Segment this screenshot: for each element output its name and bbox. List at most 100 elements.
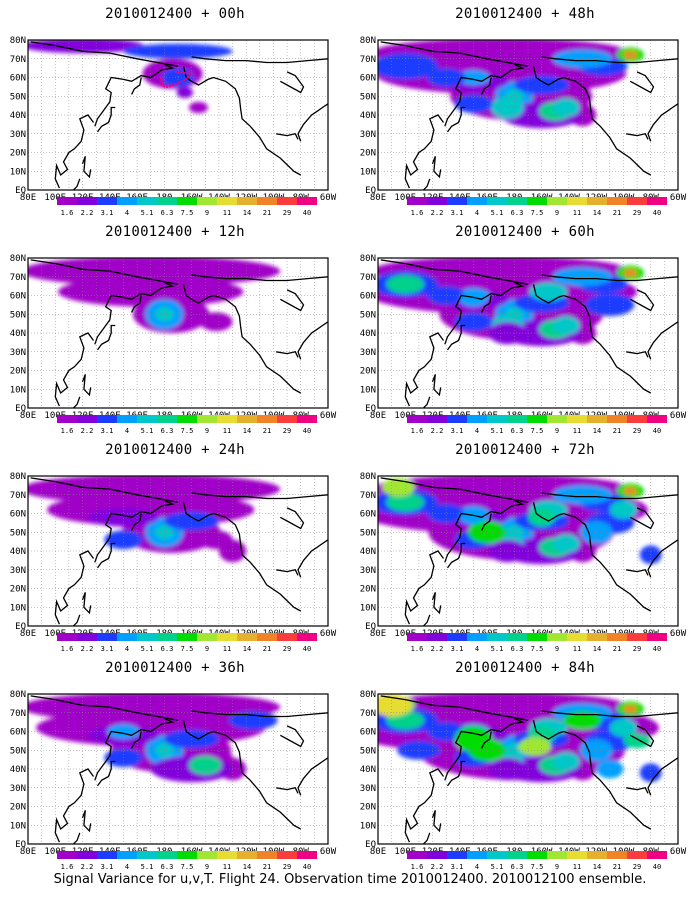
colorbar-swatch xyxy=(547,633,567,641)
colorbar-label: 14 xyxy=(593,427,601,435)
lat-tick-label: 80N xyxy=(10,472,26,482)
variance-contour xyxy=(468,521,507,544)
variance-contour xyxy=(579,739,613,762)
coastline xyxy=(380,695,529,721)
colorbar-swatch xyxy=(197,197,217,205)
variance-contour xyxy=(518,737,552,756)
coastline xyxy=(481,731,492,749)
colorbar-label: 6.3 xyxy=(161,209,174,217)
coastline xyxy=(54,114,95,189)
colorbar-swatch xyxy=(547,197,567,205)
colorbar-label: 3.1 xyxy=(451,863,464,871)
coastline xyxy=(532,720,652,830)
variance-contour xyxy=(427,286,466,305)
variance-contour xyxy=(427,68,466,87)
lon-tick-label: 80E xyxy=(370,629,386,639)
lon-tick-label: 80E xyxy=(20,629,36,639)
colorbar-swatch xyxy=(447,197,467,205)
plot-frame xyxy=(377,475,679,627)
lat-tick-label: EQ xyxy=(15,404,26,414)
colorbar-label: 21 xyxy=(613,645,621,653)
colorbar-label: 40 xyxy=(653,209,661,217)
lon-tick-label: 100E xyxy=(44,193,66,203)
coastline xyxy=(191,56,328,64)
variance-map: 80N70N60N50N40N30N20N10NEQ80E100E120E140… xyxy=(360,36,687,217)
colorbar-swatch xyxy=(297,633,317,641)
colorbar-swatch xyxy=(277,633,297,641)
lat-tick-label: 80N xyxy=(360,36,376,46)
colorbar-swatch xyxy=(97,633,117,641)
colorbar-label: 3.1 xyxy=(101,427,114,435)
colorbar-swatch xyxy=(237,633,257,641)
colorbar-label: 5.1 xyxy=(491,645,504,653)
colorbar-swatch xyxy=(57,415,77,423)
coastline xyxy=(647,539,678,578)
coastline xyxy=(532,284,652,394)
coastline xyxy=(182,66,302,176)
lat-tick-label: 30N xyxy=(360,130,376,140)
colorbar-swatch xyxy=(277,415,297,423)
coastline xyxy=(81,810,92,833)
coastline xyxy=(276,569,299,576)
lon-tick-label: 100E xyxy=(394,411,416,421)
coastline xyxy=(94,63,175,127)
lat-tick-label: 30N xyxy=(10,784,26,794)
lat-tick-label: 60N xyxy=(360,728,376,738)
lon-tick-label: 60W xyxy=(320,847,337,857)
coastline xyxy=(431,156,442,179)
coastline xyxy=(629,289,655,312)
coastline xyxy=(647,103,678,142)
colorbar-label: 40 xyxy=(653,645,661,653)
lat-tick-label: 10N xyxy=(10,385,26,395)
coastline xyxy=(94,717,175,781)
colorbar-swatch xyxy=(77,197,97,205)
lon-tick-label: 100E xyxy=(394,847,416,857)
colorbar-label: 9 xyxy=(555,863,559,871)
colorbar-swatch xyxy=(647,415,667,423)
coastlines xyxy=(380,41,678,190)
colorbar-label: 21 xyxy=(263,209,271,217)
colorbar-swatch xyxy=(547,851,567,859)
colorbar-label: 1.6 xyxy=(61,209,74,217)
coastline xyxy=(446,324,466,351)
coastline xyxy=(444,499,525,563)
variance-contour xyxy=(529,282,568,302)
colorbar-swatch xyxy=(77,851,97,859)
colorbar-label: 9 xyxy=(205,427,209,435)
coastline xyxy=(30,695,179,721)
lat-tick-label: 70N xyxy=(360,709,376,719)
colorbar-swatch xyxy=(297,851,317,859)
colorbar-label: 40 xyxy=(303,427,311,435)
colorbar-label: 6.3 xyxy=(161,427,174,435)
coastline xyxy=(541,492,678,500)
variance-map: 80N70N60N50N40N30N20N10NEQ80E100E120E140… xyxy=(10,690,337,871)
colorbar-swatch xyxy=(647,851,667,859)
coastline xyxy=(81,374,92,397)
colorbar-label: 6.3 xyxy=(161,645,174,653)
lat-tick-label: EQ xyxy=(365,840,376,850)
coastline xyxy=(446,760,466,787)
coastline xyxy=(431,810,442,833)
colorbar-label: 21 xyxy=(263,645,271,653)
lon-tick-label: 100E xyxy=(44,411,66,421)
coastline xyxy=(182,284,302,394)
variance-contour xyxy=(623,705,638,713)
colorbar-swatch xyxy=(507,415,527,423)
lat-tick-label: 60N xyxy=(10,74,26,84)
colorbar-swatch xyxy=(217,633,237,641)
colorbar-label: 5.1 xyxy=(491,427,504,435)
coastline xyxy=(481,77,492,95)
colorbar-label: 5.1 xyxy=(141,427,154,435)
colorbar-label: 4 xyxy=(125,427,129,435)
variance-contour xyxy=(154,524,174,540)
colorbar-swatch xyxy=(407,633,427,641)
lon-tick-label: 80E xyxy=(370,411,386,421)
plot-frame xyxy=(27,39,329,191)
coastlines xyxy=(30,477,328,626)
variance-contour xyxy=(623,487,638,495)
coastline xyxy=(279,71,305,94)
colorbar-swatch xyxy=(487,415,507,423)
lat-tick-label: 50N xyxy=(10,92,26,102)
colorbar-swatch xyxy=(507,633,527,641)
colorbar-label: 9 xyxy=(205,863,209,871)
